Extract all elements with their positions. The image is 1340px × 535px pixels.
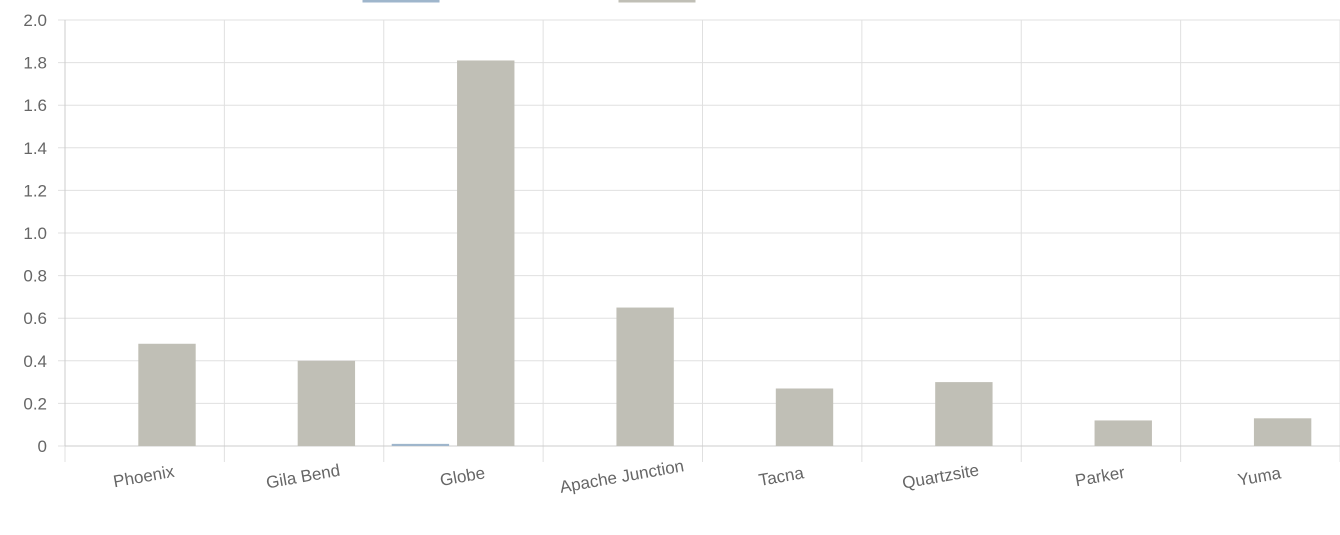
bar: [616, 307, 674, 446]
y-tick-label: 1.8: [23, 54, 47, 73]
legend-swatch: [618, 0, 696, 3]
y-tick-label: 1.2: [23, 181, 47, 200]
x-tick-label: Tacna: [757, 463, 806, 490]
y-tick-label: 1.4: [23, 139, 47, 158]
x-tick-label: Apache Junction: [558, 456, 685, 497]
x-tick-label: Yuma: [1236, 463, 1283, 489]
legend-swatch: [362, 0, 440, 3]
x-tick-label: Quartzsite: [901, 461, 981, 493]
bar: [391, 443, 450, 446]
y-tick-label: 0.8: [23, 267, 47, 286]
bar: [457, 60, 515, 446]
bar: [1253, 418, 1312, 446]
x-tick-label: Parker: [1074, 463, 1127, 490]
bar: [775, 388, 834, 446]
bars: [138, 60, 1312, 446]
bar: [1094, 420, 1152, 446]
y-tick-label: 0: [38, 437, 47, 456]
gridlines: [58, 19, 1340, 462]
bar: [297, 360, 356, 446]
y-tick-label: 1.0: [23, 224, 47, 243]
bar: [935, 382, 993, 446]
bar: [138, 343, 196, 446]
x-tick-label: Phoenix: [112, 462, 176, 491]
y-tick-label: 0.2: [23, 394, 47, 413]
y-tick-label: 0.6: [23, 309, 47, 328]
x-tick-label: Gila Bend: [265, 461, 342, 493]
y-tick-label: 2.0: [23, 11, 47, 30]
legend: [362, 0, 696, 3]
y-tick-label: 0.4: [23, 352, 47, 371]
x-tick-label: Globe: [438, 463, 486, 490]
y-tick-label: 1.6: [23, 96, 47, 115]
